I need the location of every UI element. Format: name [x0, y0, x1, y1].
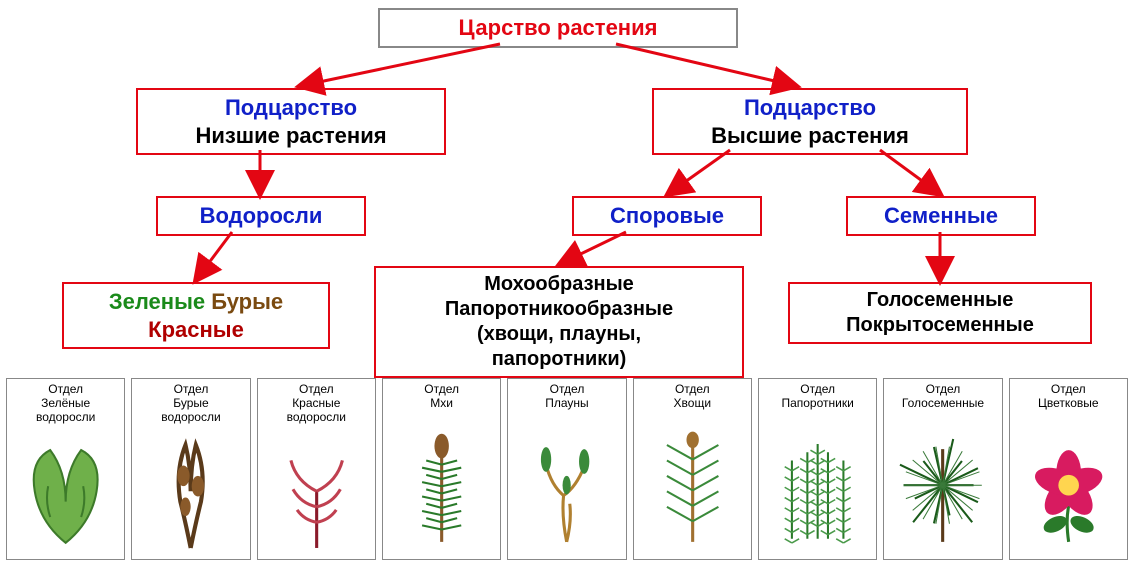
node-semennye-list: ГолосеменныеПокрытосеменные [788, 282, 1092, 344]
department-cell: ОтделПлауны [507, 378, 626, 560]
node-kingdom: Царство растения [378, 8, 738, 48]
department-label: ОтделМхи [424, 383, 459, 411]
node-kingdom-label: Царство растения [459, 15, 658, 40]
brown_algae-icon [134, 428, 247, 555]
subkingdom-higher-line2: Высшие растения [664, 122, 956, 150]
gymno-icon [886, 415, 999, 555]
department-label: ОтделПлауны [545, 383, 588, 411]
department-label: ОтделКрасныеводоросли [287, 383, 346, 424]
node-algae: Водоросли [156, 196, 366, 236]
node-sporovye-list: МохообразныеПапоротникообразные(хвощи, п… [374, 266, 744, 378]
horsetail-icon [636, 415, 749, 555]
subkingdom-lower-line1: Подцарство [148, 94, 434, 122]
green_algae-icon [9, 428, 122, 555]
node-sporovye: Споровые [572, 196, 762, 236]
club_moss-icon [510, 415, 623, 555]
department-cell: ОтделЗелёныеводоросли [6, 378, 125, 560]
departments-row: ОтделЗелёныеводоросли ОтделБурыеводоросл… [6, 378, 1128, 560]
department-cell: ОтделМхи [382, 378, 501, 560]
department-label: ОтделХвощи [674, 383, 712, 411]
node-subkingdom-higher: Подцарство Высшие растения [652, 88, 968, 155]
department-cell: ОтделЦветковые [1009, 378, 1128, 560]
subkingdom-lower-line2: Низшие растения [148, 122, 434, 150]
department-cell: ОтделГолосеменные [883, 378, 1002, 560]
node-algae-types: Зеленые БурыеКрасные [62, 282, 330, 349]
red_algae-icon [260, 428, 373, 555]
node-sporovye-label: Споровые [610, 203, 724, 228]
department-cell: ОтделПапоротники [758, 378, 877, 560]
subkingdom-higher-line1: Подцарство [664, 94, 956, 122]
moss-icon [385, 415, 498, 555]
department-cell: ОтделХвощи [633, 378, 752, 560]
flower-icon [1012, 415, 1125, 555]
department-label: ОтделЗелёныеводоросли [36, 383, 95, 424]
department-cell: ОтделБурыеводоросли [131, 378, 250, 560]
department-cell: ОтделКрасныеводоросли [257, 378, 376, 560]
fern-icon [761, 415, 874, 555]
node-subkingdom-lower: Подцарство Низшие растения [136, 88, 446, 155]
department-label: ОтделГолосеменные [902, 383, 984, 411]
node-semennye-label: Семенные [884, 203, 998, 228]
department-label: ОтделЦветковые [1038, 383, 1099, 411]
department-label: ОтделБурыеводоросли [161, 383, 220, 424]
department-label: ОтделПапоротники [781, 383, 853, 411]
node-algae-label: Водоросли [200, 203, 323, 228]
node-semennye: Семенные [846, 196, 1036, 236]
